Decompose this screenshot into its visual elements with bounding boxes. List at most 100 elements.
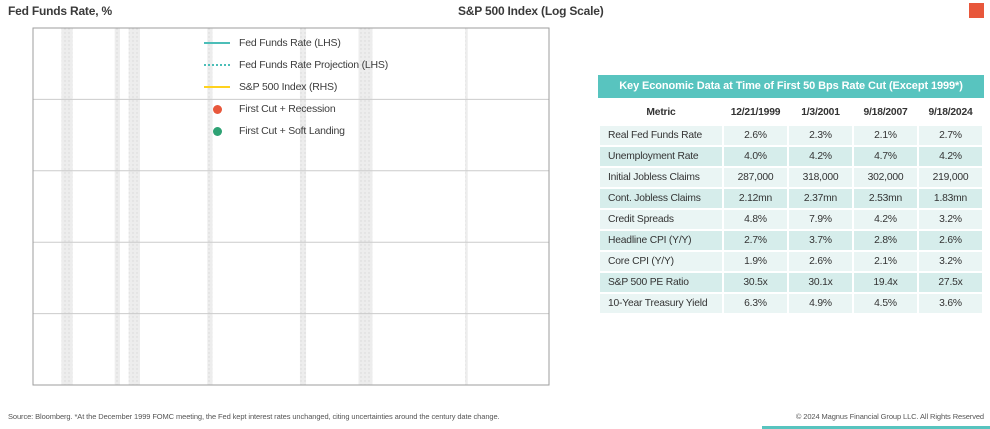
legend-swatch-mark bbox=[212, 104, 222, 114]
chart-canvas bbox=[32, 27, 550, 386]
legend-label: First Cut + Soft Landing bbox=[239, 125, 345, 137]
value-cell: 4.9% bbox=[789, 294, 852, 313]
value-cell: 19.4x bbox=[854, 273, 917, 292]
metric-cell: Initial Jobless Claims bbox=[600, 168, 722, 187]
legend-swatch-mark bbox=[212, 126, 222, 136]
legend-item: S&P 500 Index (RHS) bbox=[204, 76, 388, 98]
value-cell: 2.8% bbox=[854, 231, 917, 250]
metric-cell: Headline CPI (Y/Y) bbox=[600, 231, 722, 250]
value-cell: 4.5% bbox=[854, 294, 917, 313]
value-cell: 2.53mn bbox=[854, 189, 917, 208]
value-cell: 2.12mn bbox=[724, 189, 787, 208]
value-cell: 3.6% bbox=[919, 294, 982, 313]
value-cell: 1.9% bbox=[724, 252, 787, 271]
left-axis-title: Fed Funds Rate, % bbox=[8, 4, 112, 18]
table-row: Real Fed Funds Rate 2.6% 2.3% 2.1% 2.7% bbox=[600, 126, 982, 145]
metric-cell: Cont. Jobless Claims bbox=[600, 189, 722, 208]
legend-item: First Cut + Recession bbox=[204, 98, 388, 120]
legend-swatch-mark bbox=[204, 86, 230, 88]
recession-band bbox=[114, 28, 120, 385]
table-row: Cont. Jobless Claims 2.12mn 2.37mn 2.53mn 1.… bbox=[600, 189, 982, 208]
value-cell: 3.7% bbox=[789, 231, 852, 250]
value-cell: 2.7% bbox=[724, 231, 787, 250]
value-cell: 318,000 bbox=[789, 168, 852, 187]
value-cell: 1.83mn bbox=[919, 189, 982, 208]
source-note: Source: Bloomberg. *At the December 1999… bbox=[8, 412, 500, 421]
recession-band bbox=[61, 28, 73, 385]
metric-cell: S&P 500 PE Ratio bbox=[600, 273, 722, 292]
value-cell: 27.5x bbox=[919, 273, 982, 292]
column-header: Metric bbox=[600, 100, 722, 124]
value-cell: 30.1x bbox=[789, 273, 852, 292]
column-header: 1/3/2001 bbox=[789, 100, 852, 124]
metric-cell: Credit Spreads bbox=[600, 210, 722, 229]
recession-band bbox=[128, 28, 141, 385]
column-header: 9/18/2024 bbox=[919, 100, 982, 124]
table-row: S&P 500 PE Ratio 30.5x 30.1x 19.4x 27.5x bbox=[600, 273, 982, 292]
metric-cell: Core CPI (Y/Y) bbox=[600, 252, 722, 271]
value-cell: 3.2% bbox=[919, 252, 982, 271]
value-cell: 30.5x bbox=[724, 273, 787, 292]
fed-funds-sp500-chart bbox=[0, 14, 600, 420]
value-cell: 2.7% bbox=[919, 126, 982, 145]
table-row: Unemployment Rate 4.0% 4.2% 4.7% 4.2% bbox=[600, 147, 982, 166]
soft-landing-dot-icon bbox=[204, 126, 230, 136]
table-row: Core CPI (Y/Y) 1.9% 2.6% 2.1% 3.2% bbox=[600, 252, 982, 271]
column-header: 12/21/1999 bbox=[724, 100, 787, 124]
recession-dot-icon bbox=[204, 104, 230, 114]
value-cell: 3.2% bbox=[919, 210, 982, 229]
plot-border bbox=[32, 27, 550, 386]
line-swatch-icon bbox=[204, 42, 230, 44]
legend-item: Fed Funds Rate (LHS) bbox=[204, 32, 388, 54]
table-row: 10-Year Treasury Yield 6.3% 4.9% 4.5% 3.6% bbox=[600, 294, 982, 313]
legend-label: First Cut + Recession bbox=[239, 103, 336, 115]
legend-label: S&P 500 Index (RHS) bbox=[239, 81, 338, 93]
table-row: Headline CPI (Y/Y) 2.7% 3.7% 2.8% 2.6% bbox=[600, 231, 982, 250]
column-header: 9/18/2007 bbox=[854, 100, 917, 124]
legend-swatch-mark bbox=[204, 42, 230, 44]
recession-band bbox=[299, 28, 307, 385]
value-cell: 2.1% bbox=[854, 126, 917, 145]
table-body: Real Fed Funds Rate 2.6% 2.3% 2.1% 2.7% Unemp… bbox=[600, 126, 982, 313]
value-cell: 287,000 bbox=[724, 168, 787, 187]
chart-legend: Fed Funds Rate (LHS) Fed Funds Rate Proje… bbox=[204, 32, 388, 142]
value-cell: 4.2% bbox=[854, 210, 917, 229]
recession-band bbox=[358, 28, 373, 385]
copyright-note: © 2024 Magnus Financial Group LLC. All R… bbox=[795, 412, 984, 421]
value-cell: 2.6% bbox=[789, 252, 852, 271]
legend-swatch-mark bbox=[204, 64, 230, 66]
value-cell: 7.9% bbox=[789, 210, 852, 229]
value-cell: 4.2% bbox=[789, 147, 852, 166]
table-row: Initial Jobless Claims 287,000 318,000 302,… bbox=[600, 168, 982, 187]
metric-cell: 10-Year Treasury Yield bbox=[600, 294, 722, 313]
legend-label: Fed Funds Rate (LHS) bbox=[239, 37, 341, 49]
recession-band bbox=[207, 28, 213, 385]
table-columns: Metric 12/21/1999 1/3/2001 9/18/2007 9/18/20… bbox=[600, 100, 982, 124]
table-title: Key Economic Data at Time of First 50 Bp… bbox=[598, 75, 984, 98]
value-cell: 302,000 bbox=[854, 168, 917, 187]
value-cell: 2.37mn bbox=[789, 189, 852, 208]
value-cell: 2.6% bbox=[919, 231, 982, 250]
table-header-row: Metric 12/21/1999 1/3/2001 9/18/2007 9/18/20… bbox=[600, 100, 982, 124]
right-axis-title: S&P 500 Index (Log Scale) bbox=[458, 4, 604, 18]
value-cell: 4.8% bbox=[724, 210, 787, 229]
footer-accent-bar bbox=[762, 426, 990, 429]
recession-band bbox=[465, 28, 468, 385]
legend-item: Fed Funds Rate Projection (LHS) bbox=[204, 54, 388, 76]
economic-data-grid: Metric 12/21/1999 1/3/2001 9/18/2007 9/18/20… bbox=[598, 98, 984, 315]
metric-cell: Unemployment Rate bbox=[600, 147, 722, 166]
value-cell: 4.2% bbox=[919, 147, 982, 166]
value-cell: 2.1% bbox=[854, 252, 917, 271]
legend-label: Fed Funds Rate Projection (LHS) bbox=[239, 59, 389, 71]
brand-square-logo bbox=[969, 3, 984, 18]
value-cell: 2.3% bbox=[789, 126, 852, 145]
table-row: Credit Spreads 4.8% 7.9% 4.2% 3.2% bbox=[600, 210, 982, 229]
metric-cell: Real Fed Funds Rate bbox=[600, 126, 722, 145]
value-cell: 6.3% bbox=[724, 294, 787, 313]
key-economic-data-table: Key Economic Data at Time of First 50 Bp… bbox=[598, 75, 984, 315]
value-cell: 219,000 bbox=[919, 168, 982, 187]
value-cell: 2.6% bbox=[724, 126, 787, 145]
value-cell: 4.7% bbox=[854, 147, 917, 166]
line-swatch-icon bbox=[204, 64, 230, 66]
line-swatch-icon bbox=[204, 86, 230, 88]
